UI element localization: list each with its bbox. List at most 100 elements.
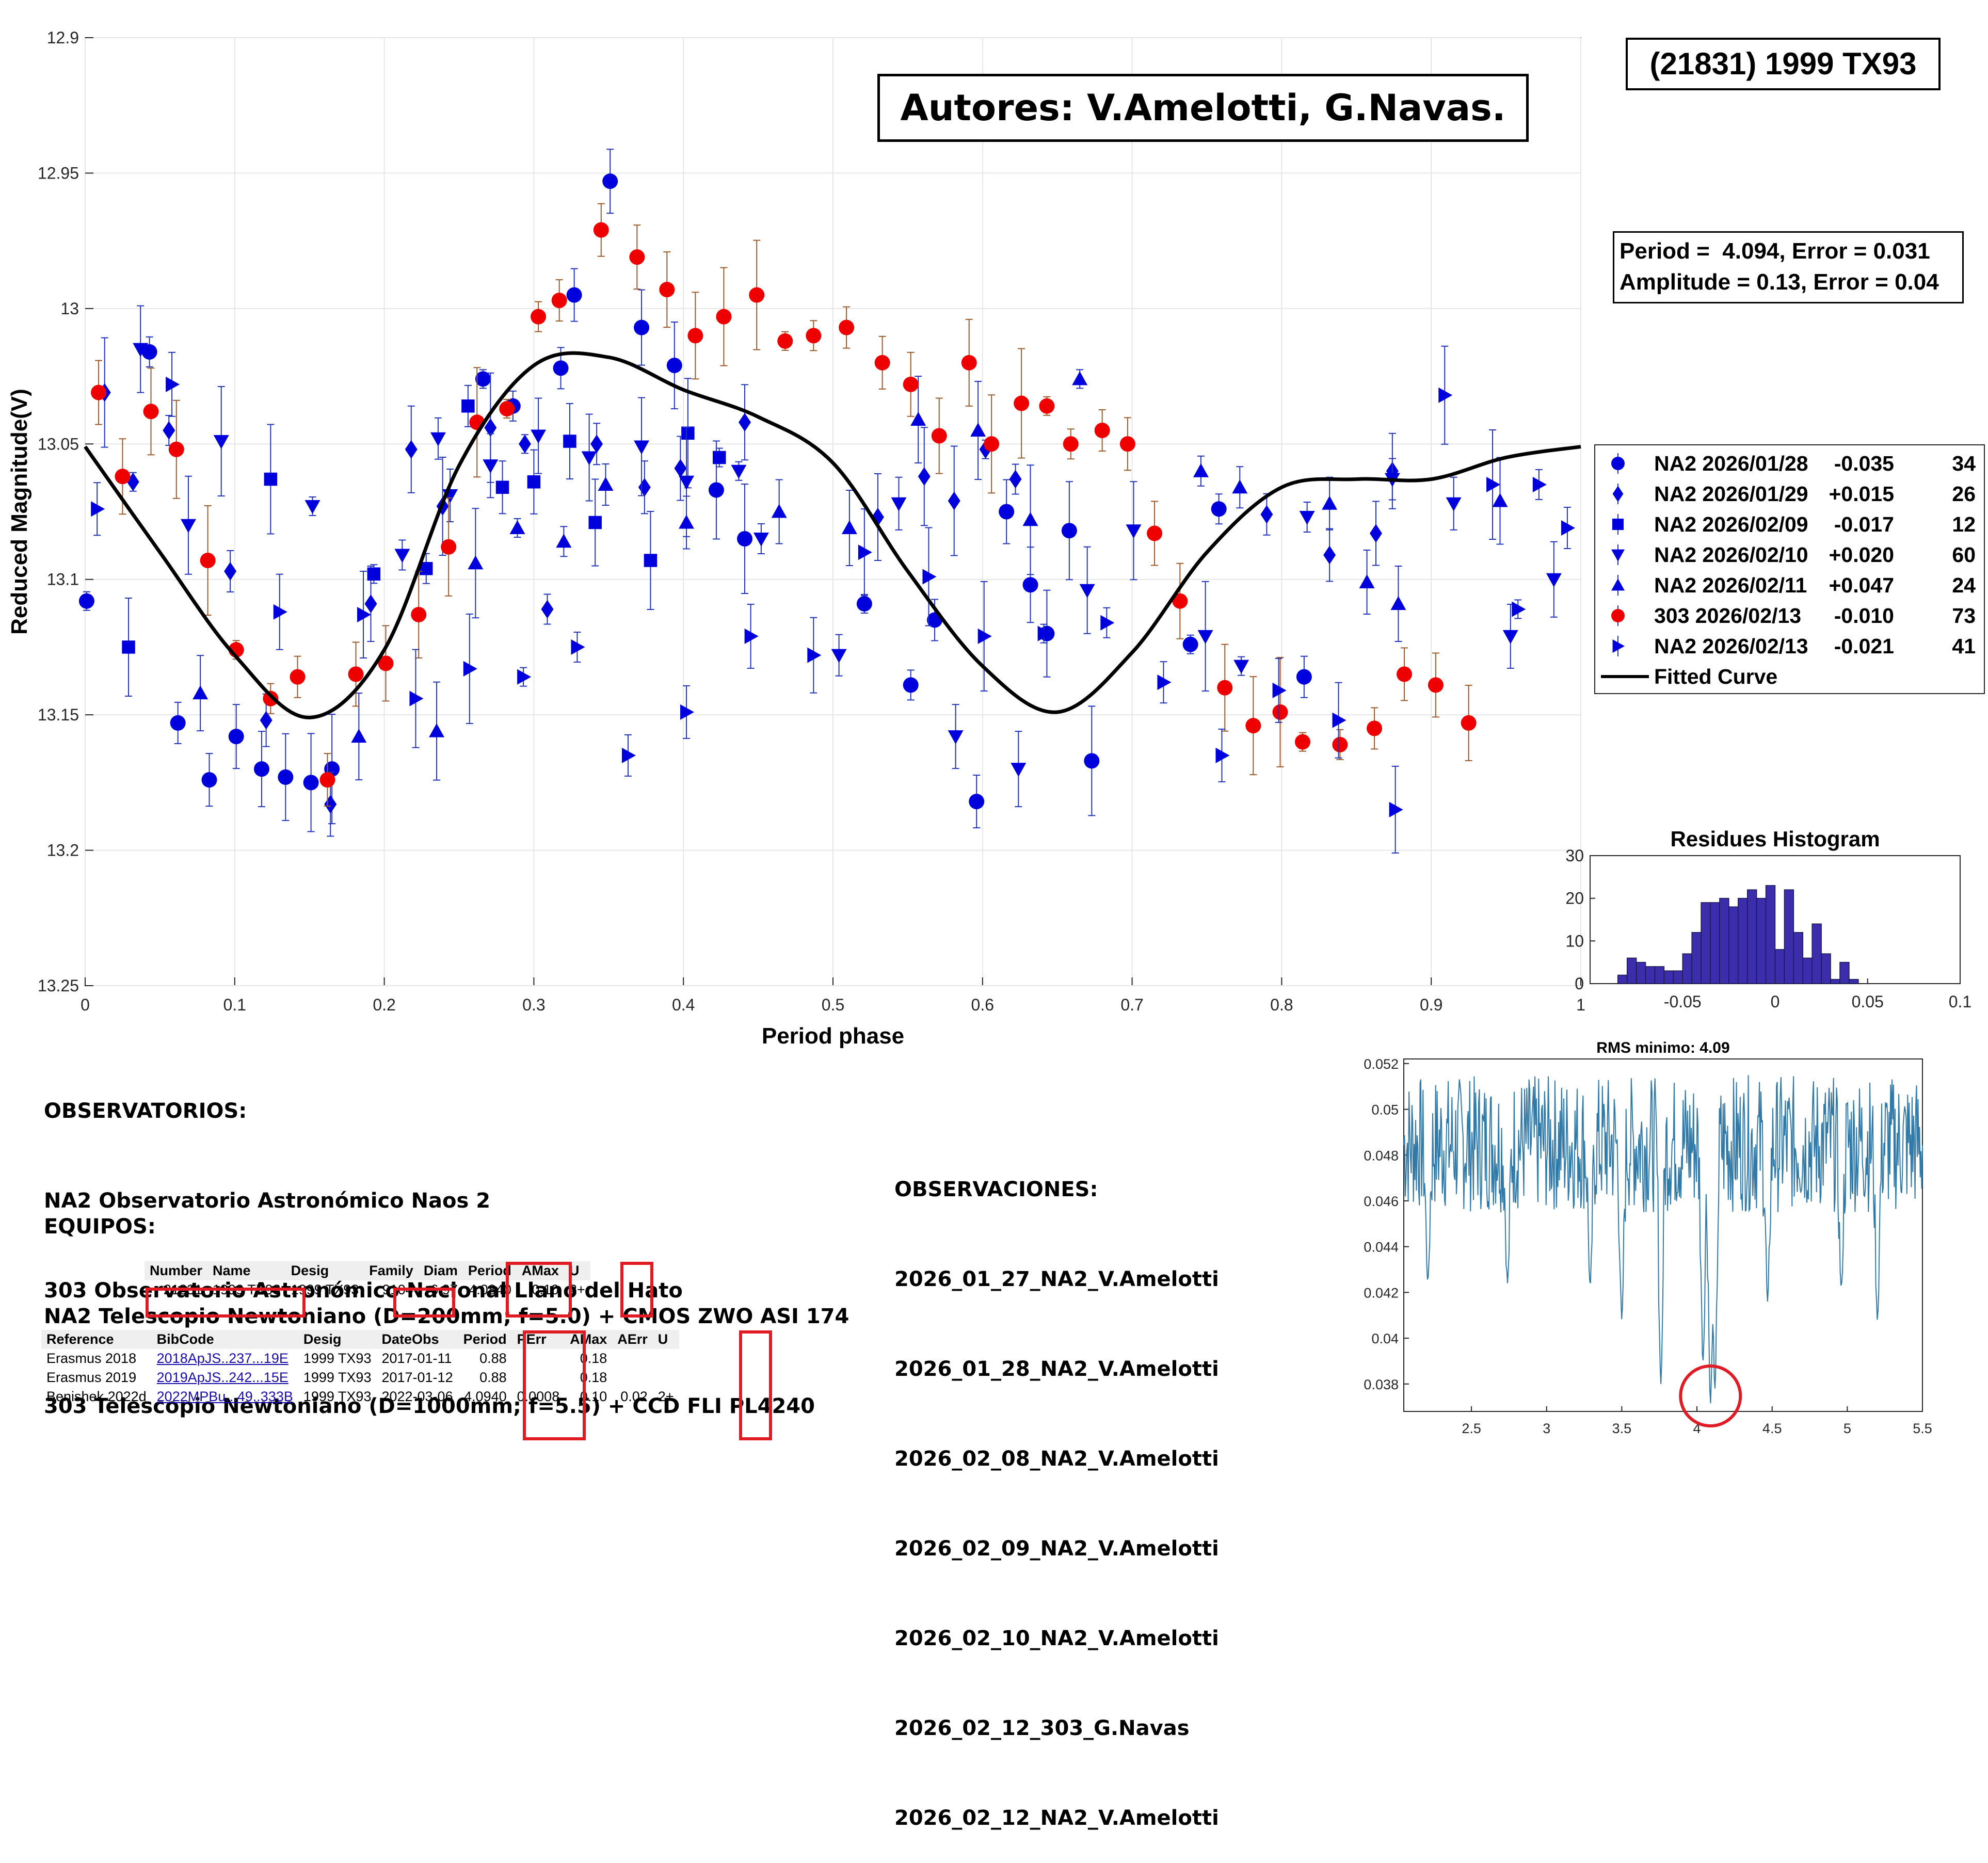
data-point bbox=[590, 435, 603, 454]
data-point bbox=[1546, 573, 1562, 587]
data-point bbox=[1390, 596, 1406, 610]
data-point bbox=[441, 539, 457, 555]
x-tick-label: 5 bbox=[1843, 1421, 1851, 1436]
data-point bbox=[581, 451, 597, 465]
data-point bbox=[1009, 470, 1022, 489]
histogram-bar bbox=[1682, 953, 1692, 984]
data-point bbox=[602, 173, 618, 189]
table-cell[interactable]: 2019ApJS..242...15E bbox=[152, 1368, 298, 1387]
data-point bbox=[644, 554, 658, 567]
x-tick-label: 0.05 bbox=[1852, 992, 1884, 1011]
x-tick-label: 0.1 bbox=[1949, 992, 1971, 1011]
bibcode-link[interactable]: 2022MPBu...49..333B bbox=[156, 1389, 293, 1404]
data-point bbox=[891, 497, 907, 511]
data-point bbox=[806, 328, 822, 344]
table-cell bbox=[653, 1368, 679, 1387]
data-point bbox=[348, 666, 364, 682]
data-point bbox=[483, 459, 499, 474]
x-tick-label: 3.5 bbox=[1612, 1421, 1632, 1436]
data-point bbox=[531, 309, 547, 325]
data-point bbox=[731, 464, 747, 479]
ref-header-row: Reference BibCode Desig DateObs Period P… bbox=[41, 1330, 679, 1349]
table-cell: 2017-01-11 bbox=[381, 1351, 452, 1366]
data-point bbox=[588, 516, 602, 529]
y-tick-label: 0.04 bbox=[1371, 1331, 1399, 1346]
data-point bbox=[290, 669, 306, 685]
legend-label: 303 2026/02/13 bbox=[1654, 604, 1801, 628]
data-point bbox=[411, 606, 427, 622]
data-point bbox=[687, 328, 703, 344]
y-tick-label: 30 bbox=[1565, 846, 1584, 865]
y-tick-label: 10 bbox=[1565, 932, 1584, 950]
data-point bbox=[228, 729, 244, 745]
data-point bbox=[1492, 493, 1508, 507]
data-point bbox=[1233, 660, 1249, 674]
data-point bbox=[831, 649, 847, 663]
y-tick-label: 0.044 bbox=[1364, 1240, 1399, 1255]
data-point bbox=[1147, 525, 1163, 541]
data-point bbox=[948, 730, 964, 745]
data-point bbox=[708, 482, 724, 498]
references-table: Reference BibCode Desig DateObs Period P… bbox=[41, 1330, 679, 1406]
x-tick-label: 0 bbox=[1771, 992, 1780, 1011]
highlight-box bbox=[393, 1288, 455, 1318]
y-tick-label: 12.9 bbox=[47, 28, 79, 47]
bibcode-link[interactable]: 2018ApJS..237...19E bbox=[156, 1351, 288, 1366]
x-tick-label: 4.5 bbox=[1762, 1421, 1782, 1436]
data-point bbox=[264, 472, 278, 486]
data-point bbox=[1502, 630, 1518, 644]
data-point bbox=[566, 287, 582, 303]
y-tick-label: 0.052 bbox=[1364, 1056, 1399, 1072]
observacion-line: 2026_02_12_303_G.Navas bbox=[894, 1716, 1190, 1740]
table-cell: Erasmus 2018 bbox=[46, 1351, 137, 1366]
data-point bbox=[1022, 577, 1038, 593]
data-point bbox=[903, 376, 919, 392]
minimum-highlight bbox=[1679, 1364, 1742, 1427]
observacion-line: 2026_02_10_NA2_V.Amelotti bbox=[894, 1627, 1219, 1650]
data-point bbox=[1039, 398, 1055, 414]
table-cell[interactable]: 2018ApJS..237...19E bbox=[152, 1349, 298, 1368]
data-point bbox=[674, 459, 687, 478]
bibcode-link[interactable]: 2019ApJS..242...15E bbox=[156, 1370, 288, 1385]
data-point bbox=[1072, 371, 1088, 386]
histogram-bar bbox=[1626, 957, 1637, 984]
table-cell[interactable]: 2022MPBu...49..333B bbox=[152, 1387, 298, 1406]
histogram-bar bbox=[1784, 889, 1794, 984]
authors-label: Autores: V.Amelotti, G.Navas. bbox=[877, 74, 1529, 142]
data-point bbox=[168, 441, 184, 457]
data-point bbox=[1119, 436, 1135, 452]
data-point bbox=[163, 421, 175, 440]
col-header: DateObs bbox=[376, 1330, 458, 1349]
data-point bbox=[621, 747, 636, 763]
legend-count: 73 bbox=[1952, 604, 1976, 628]
legend-offset: -0.035 bbox=[1834, 452, 1894, 475]
data-point bbox=[193, 685, 209, 700]
histogram-bar bbox=[1756, 897, 1767, 984]
data-point bbox=[531, 429, 547, 444]
data-point bbox=[394, 549, 410, 563]
table-cell: 0.02 bbox=[620, 1389, 648, 1404]
fitted-curve bbox=[84, 351, 1581, 719]
data-point bbox=[1182, 636, 1198, 652]
data-point bbox=[1260, 505, 1273, 524]
col-header: BibCode bbox=[151, 1330, 298, 1349]
data-point bbox=[213, 435, 229, 449]
data-point bbox=[253, 761, 269, 777]
table-cell: 1999 TX93 bbox=[303, 1351, 372, 1366]
histogram-bar bbox=[1802, 957, 1813, 984]
y-tick-label: 0.048 bbox=[1364, 1148, 1399, 1163]
y-tick-label: 20 bbox=[1565, 889, 1584, 908]
table-cell: 4.0840 bbox=[469, 1282, 511, 1297]
x-tick-label: 2.5 bbox=[1462, 1421, 1481, 1436]
histogram-bar bbox=[1617, 974, 1628, 984]
data-point bbox=[1157, 674, 1172, 690]
histogram-bar bbox=[1691, 932, 1702, 984]
data-point bbox=[461, 399, 475, 413]
highlight-box bbox=[620, 1262, 653, 1318]
col-header: Desig bbox=[285, 1261, 364, 1280]
data-point bbox=[263, 690, 279, 706]
data-point bbox=[200, 552, 216, 568]
data-point bbox=[629, 249, 645, 265]
data-point bbox=[1014, 395, 1030, 411]
data-point bbox=[1461, 715, 1477, 731]
